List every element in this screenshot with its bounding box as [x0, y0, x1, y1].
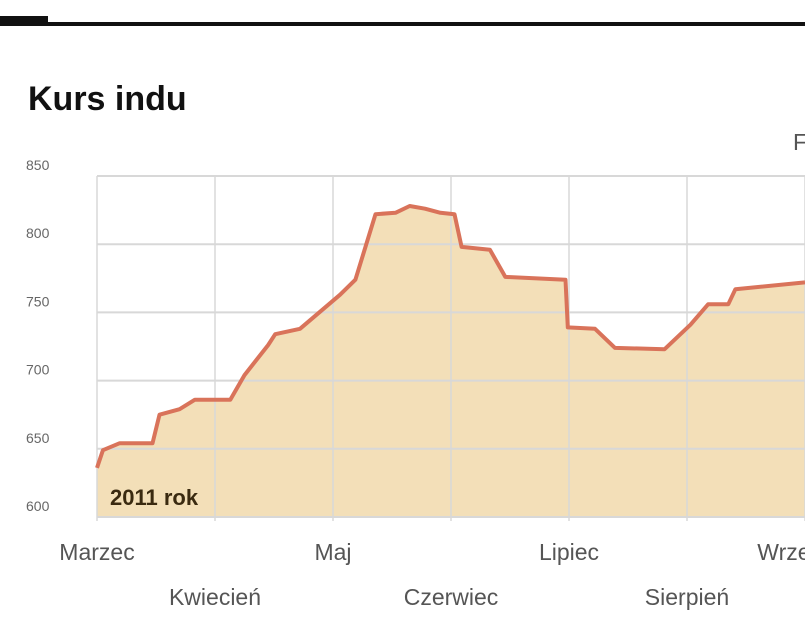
y-tick-label: 650: [26, 430, 50, 446]
x-tick-label: Marzec: [59, 539, 134, 565]
x-tick-label: Czerwiec: [404, 584, 499, 610]
y-tick-label: 850: [26, 157, 50, 173]
top-rule: [0, 22, 805, 26]
chart-title: Kurs indu: [28, 80, 187, 118]
y-tick-label: 800: [26, 225, 50, 241]
y-tick-label: 600: [26, 498, 50, 514]
annotation: 2011 rok: [110, 485, 199, 510]
y-tick-label: 750: [26, 293, 50, 309]
grid: [96, 175, 805, 521]
x-tick-label: Maj: [314, 539, 351, 565]
x-tick-label: Lipiec: [539, 539, 599, 565]
top-rule-tab: [0, 16, 48, 26]
y-tick-label: 700: [26, 362, 50, 378]
x-tick-label: Kwiecień: [169, 584, 261, 610]
x-tick-label: Wrzesień: [757, 539, 805, 565]
x-axis: Marzec Kwiecień Maj Czerwiec Lipiec Sierpień W…: [59, 539, 805, 610]
corner-text: F: [793, 129, 805, 155]
x-tick-label: Sierpień: [645, 584, 729, 610]
y-axis: 600 650 700 750 800 850: [26, 157, 50, 514]
